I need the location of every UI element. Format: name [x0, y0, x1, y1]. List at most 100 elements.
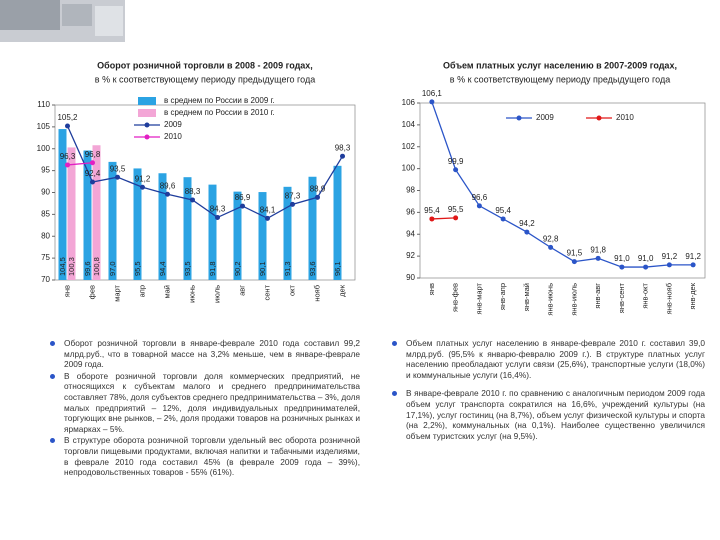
y-tick-label: 100 — [402, 164, 416, 173]
x-tick-label: янв-дек — [688, 282, 697, 309]
x-tick-label: янв-июнь — [546, 283, 555, 316]
line-marker — [571, 259, 577, 265]
legend-swatch — [138, 109, 156, 117]
line-marker — [90, 160, 95, 166]
bullet-paragraph: В январе-феврале 2010 г. по сравнению с … — [392, 388, 705, 441]
bullet-paragraph: В обороте розничной торговли доля коммер… — [50, 371, 360, 435]
legend-marker — [516, 115, 522, 121]
bar — [283, 186, 292, 280]
line-marker — [340, 153, 345, 159]
point-value-label: 93,5 — [110, 164, 126, 173]
point-value-label: 92,8 — [543, 234, 559, 243]
x-tick-label: янв-апр — [498, 283, 507, 310]
point-value-label: 96,8 — [85, 150, 101, 159]
line-marker — [429, 216, 435, 222]
y-tick-label: 100 — [37, 144, 51, 153]
bar-value-label: 91,8 — [208, 261, 217, 276]
y-tick-label: 106 — [402, 98, 416, 107]
bar-value-label: 91,3 — [283, 261, 292, 276]
point-value-label: 87,3 — [285, 191, 301, 200]
bar-value-label: 100,8 — [92, 257, 101, 276]
x-tick-label: янв-март — [474, 282, 483, 314]
point-value-label: 91,0 — [638, 254, 654, 263]
x-tick-label: янв-нояб — [664, 283, 673, 314]
line-marker — [619, 264, 625, 270]
chart-title: Оборот розничной торговли в 2008 - 2009 … — [97, 60, 313, 70]
point-value-label: 91,0 — [614, 254, 630, 263]
decoration-key — [0, 0, 60, 30]
x-tick-label: март — [112, 284, 121, 301]
y-tick-label: 75 — [41, 253, 50, 262]
legend-label: 2009 — [164, 120, 182, 129]
point-value-label: 95,5 — [448, 205, 464, 214]
line-marker — [115, 174, 120, 180]
bar-value-label: 99,6 — [83, 261, 92, 276]
y-tick-label: 104 — [402, 120, 416, 129]
legend-label: в среднем по России в 2010 г. — [164, 108, 275, 117]
left-text: Оборот розничной торговли в январе-февра… — [50, 338, 360, 479]
x-tick-label: июль — [212, 285, 221, 303]
right-text: Объем платных услуг населению в январе-ф… — [392, 338, 705, 449]
bar-value-label: 93,6 — [308, 261, 317, 276]
bar — [208, 184, 217, 280]
y-tick-label: 85 — [41, 209, 50, 218]
y-tick-label: 95 — [41, 166, 50, 175]
y-tick-label: 96 — [406, 207, 415, 216]
y-tick-label: 80 — [41, 231, 50, 240]
line — [431, 217, 456, 220]
x-tick-label: дек — [337, 284, 346, 297]
line-marker — [290, 201, 295, 207]
line-marker — [215, 214, 220, 220]
line-marker — [643, 264, 649, 270]
bar — [258, 192, 267, 280]
bar — [83, 150, 92, 280]
x-tick-label: янв — [427, 283, 436, 295]
bar — [183, 177, 192, 280]
line-marker — [476, 203, 482, 209]
x-tick-label: янв-май — [522, 283, 531, 311]
y-tick-label: 94 — [406, 229, 415, 238]
bar-value-label: 94,4 — [158, 261, 167, 276]
x-tick-label: янв-авг — [593, 283, 602, 309]
x-tick-label: июнь — [187, 285, 196, 303]
y-tick-label: 102 — [402, 142, 416, 151]
chart-subtitle: в % к соответствующему периоду предыдуще… — [95, 74, 315, 84]
y-tick-label: 105 — [37, 122, 51, 131]
bullet-paragraph: В структуре оборота розничной торговли у… — [50, 435, 360, 477]
point-value-label: 99,9 — [448, 157, 464, 166]
line-marker — [666, 262, 672, 268]
x-tick-label: апр — [137, 285, 146, 297]
point-value-label: 88,9 — [310, 184, 326, 193]
x-tick-label: авг — [237, 285, 246, 296]
x-tick-label: янв-сент — [617, 282, 626, 313]
line-marker — [140, 184, 145, 190]
chart-title: Объем платных услуг населению в 2007-200… — [443, 60, 677, 70]
point-value-label: 95,4 — [424, 206, 440, 215]
bar-value-label: 93,5 — [183, 261, 192, 276]
x-tick-label: янв-окт — [641, 282, 650, 308]
bar-value-label: 100,3 — [67, 257, 76, 276]
point-value-label: 105,2 — [57, 113, 78, 122]
point-value-label: 91,2 — [135, 174, 151, 183]
line — [66, 125, 344, 220]
line — [67, 162, 93, 166]
point-value-label: 91,8 — [590, 245, 606, 254]
x-tick-label: сент — [262, 284, 271, 300]
legend-label: 2010 — [616, 113, 634, 122]
y-tick-label: 90 — [41, 188, 50, 197]
point-value-label: 106,1 — [422, 89, 443, 98]
line-marker — [500, 216, 506, 222]
y-tick-label: 70 — [41, 275, 50, 284]
bar — [92, 145, 101, 280]
legend-marker — [596, 115, 602, 121]
line-marker — [65, 123, 70, 129]
line-marker — [65, 162, 70, 168]
bar-value-label: 90,1 — [258, 261, 267, 276]
point-value-label: 96,6 — [472, 193, 488, 202]
bar — [67, 147, 76, 280]
line-marker — [265, 215, 270, 221]
decoration-key — [62, 4, 92, 26]
calculator-decoration — [0, 0, 125, 42]
bar-value-label: 104,5 — [58, 257, 67, 276]
